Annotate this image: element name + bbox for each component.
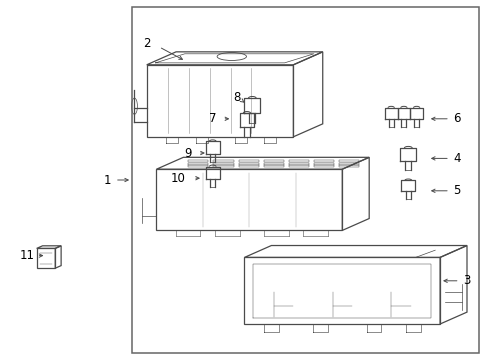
Text: 3: 3 [462,274,470,287]
Text: 11: 11 [20,249,34,262]
Text: 8: 8 [233,91,241,104]
Text: 4: 4 [452,152,460,165]
Text: 9: 9 [184,147,192,159]
Text: 5: 5 [452,184,460,197]
Text: 7: 7 [208,112,216,125]
Text: 1: 1 [103,174,111,186]
Text: 2: 2 [142,37,150,50]
Text: 10: 10 [171,172,185,185]
Bar [132,7,478,353]
Text: 6: 6 [452,112,460,125]
